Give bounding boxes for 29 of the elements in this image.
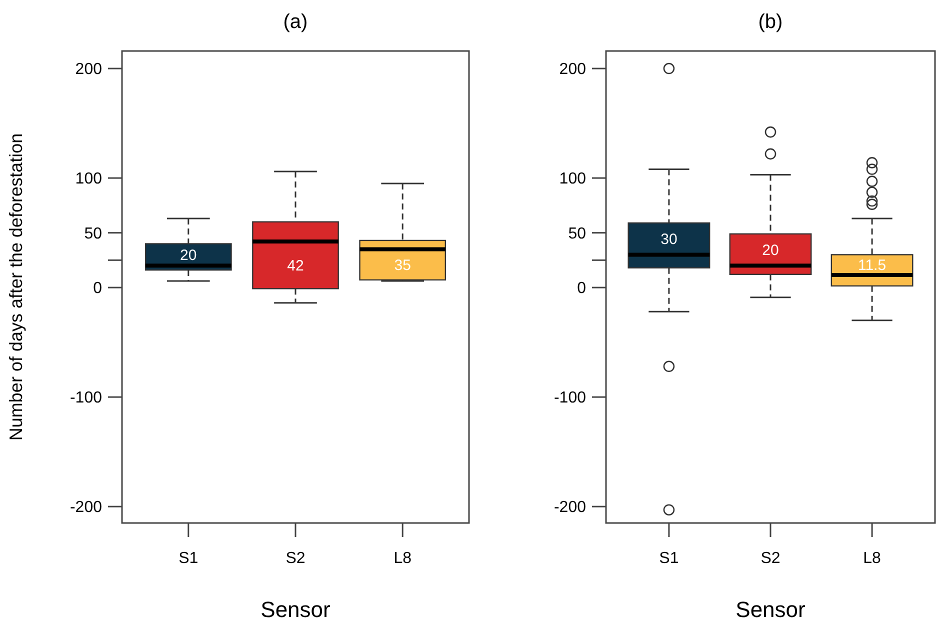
x-tick-label: L8: [394, 550, 412, 567]
annotation: 30: [660, 231, 678, 248]
annotation: 20: [180, 246, 197, 264]
x-tick-label: S2: [760, 550, 780, 567]
y-tick-label: 50: [84, 225, 102, 242]
y-tick-label: -100: [554, 390, 586, 407]
y-tick-label: 0: [93, 280, 102, 298]
y-tick-label: -200: [554, 499, 586, 516]
y-tick-label: -200: [70, 499, 102, 516]
x-tick-label: S2: [286, 550, 306, 567]
y-tick-label: 200: [559, 61, 586, 78]
chart-title: (a): [283, 11, 308, 33]
y-tick-label: 100: [75, 170, 102, 188]
annotation: 11.5: [858, 257, 886, 274]
annotation: 35: [394, 256, 411, 274]
y-tick-label: 100: [559, 170, 586, 188]
y-axis-title: Number of days after the deforestation: [6, 133, 26, 441]
x-tick-label: S1: [178, 550, 198, 567]
chart-title: (b): [758, 11, 783, 33]
y-tick-label: 200: [75, 61, 102, 78]
y-tick-label: 50: [568, 225, 586, 242]
x-axis-title: Sensor: [260, 597, 330, 622]
x-tick-label: L8: [863, 550, 882, 567]
x-axis-title: Sensor: [736, 597, 806, 622]
y-tick-label: -100: [70, 390, 102, 407]
annotation: 42: [287, 257, 304, 274]
annotation: 20: [762, 242, 779, 260]
y-tick-label: 0: [577, 280, 586, 298]
x-tick-label: S1: [659, 550, 679, 567]
